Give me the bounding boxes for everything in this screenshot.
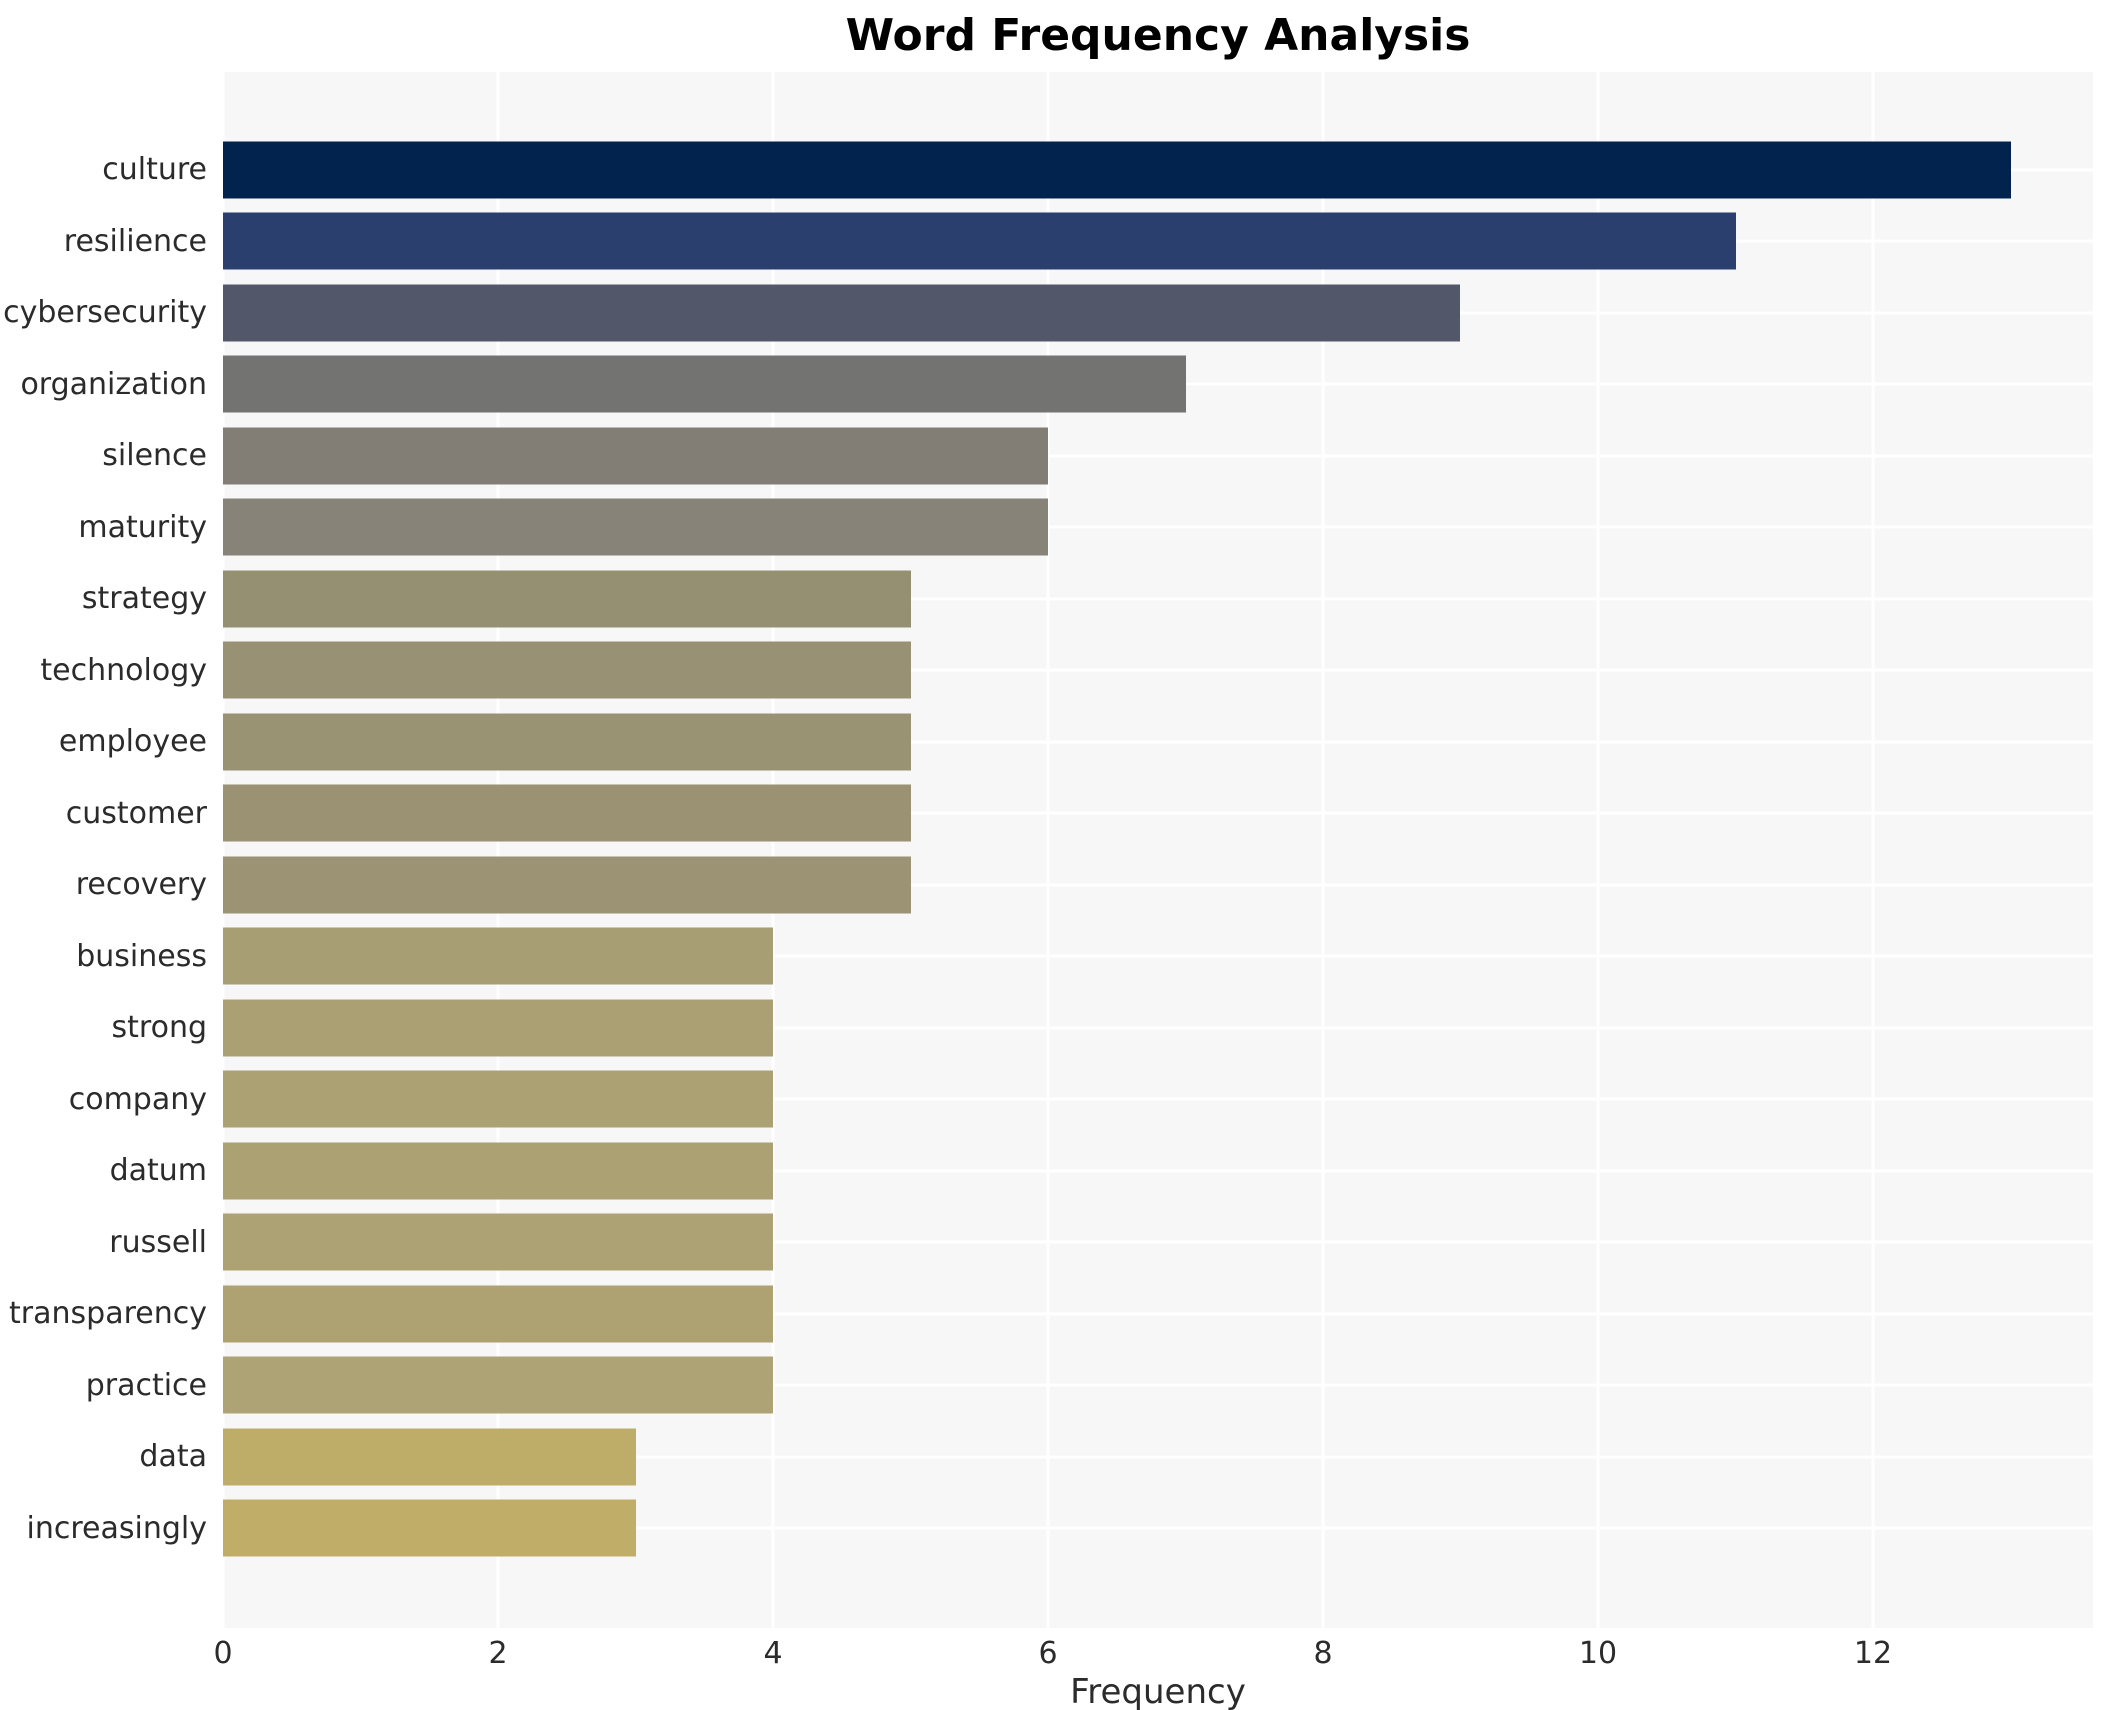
- bar-row-culture: [223, 134, 2093, 206]
- bar-transparency: [223, 1285, 773, 1343]
- y-label-silence: silence: [102, 438, 207, 474]
- bar-row-organization: [223, 349, 2093, 421]
- plot-area: [221, 72, 2093, 1628]
- y-label-datum: datum: [109, 1153, 207, 1189]
- y-label-resilience: resilience: [63, 223, 207, 259]
- bar-row-practice: [223, 1350, 2093, 1422]
- gridline-y-recovery: [223, 883, 2093, 887]
- y-label-strategy: strategy: [81, 581, 207, 617]
- bar-strong: [223, 999, 773, 1057]
- gridline-y-technology: [223, 668, 2093, 672]
- x-tick-10: 10: [1578, 1636, 1618, 1671]
- bar-row-strategy: [223, 563, 2093, 635]
- bar-employee: [223, 713, 911, 771]
- gridline-y-data: [223, 1455, 2093, 1459]
- gridline-x-12: [1871, 72, 1875, 1628]
- y-label-russell: russell: [109, 1224, 207, 1260]
- x-tick-4: 4: [763, 1636, 783, 1671]
- bar-row-company: [223, 1064, 2093, 1136]
- bar-technology: [223, 641, 911, 699]
- bar-row-business: [223, 921, 2093, 993]
- gridline-y-russell: [223, 1240, 2093, 1244]
- bar-company: [223, 1070, 773, 1128]
- gridline-y-customer: [223, 811, 2093, 815]
- y-label-cybersecurity: cybersecurity: [3, 295, 207, 331]
- x-tick-12: 12: [1853, 1636, 1893, 1671]
- gridline-y-strong: [223, 1026, 2093, 1030]
- x-tick-8: 8: [1313, 1636, 1333, 1671]
- y-axis-labels: culture resilience cybersecurity organizati…: [0, 134, 207, 1564]
- y-label-maturity: maturity: [78, 509, 207, 545]
- y-label-employee: employee: [58, 724, 207, 760]
- bar-practice: [223, 1356, 773, 1414]
- bar-strategy: [223, 570, 911, 628]
- bar-russell: [223, 1213, 773, 1271]
- gridline-y-increasingly: [223, 1526, 2093, 1530]
- bar-row-strong: [223, 992, 2093, 1064]
- bar-row-data: [223, 1421, 2093, 1493]
- bar-silence: [223, 427, 1048, 485]
- x-tick-0: 0: [213, 1636, 233, 1671]
- gridline-x-10: [1596, 72, 1600, 1628]
- gridline-x-6: [1046, 72, 1050, 1628]
- bar-organization: [223, 355, 1186, 413]
- bar-row-russell: [223, 1207, 2093, 1279]
- bar-increasingly: [223, 1499, 636, 1557]
- x-axis-ticks: 0 2 4 6 8 10 12: [213, 1636, 2093, 1678]
- bar-maturity: [223, 498, 1048, 556]
- x-tick-2: 2: [488, 1636, 508, 1671]
- bar-row-transparency: [223, 1278, 2093, 1350]
- y-label-increasingly: increasingly: [26, 1510, 207, 1546]
- gridline-x-4: [771, 72, 775, 1628]
- bar-datum: [223, 1142, 773, 1200]
- y-label-organization: organization: [20, 366, 207, 402]
- y-label-strong: strong: [111, 1010, 207, 1046]
- y-label-company: company: [68, 1081, 207, 1117]
- y-label-culture: culture: [102, 152, 207, 188]
- x-tick-6: 6: [1038, 1636, 1058, 1671]
- gridline-y-strategy: [223, 597, 2093, 601]
- gridline-y-business: [223, 954, 2093, 958]
- bar-resilience: [223, 212, 1736, 270]
- bar-recovery: [223, 856, 911, 914]
- bar-row-technology: [223, 635, 2093, 707]
- bar-cybersecurity: [223, 284, 1461, 342]
- bar-row-resilience: [223, 206, 2093, 278]
- y-label-business: business: [76, 938, 207, 974]
- gridline-y-datum: [223, 1169, 2093, 1173]
- bar-row-increasingly: [223, 1493, 2093, 1565]
- gridline-y-transparency: [223, 1312, 2093, 1316]
- gridline-y-maturity: [223, 525, 2093, 529]
- y-label-practice: practice: [85, 1367, 207, 1403]
- bar-row-employee: [223, 706, 2093, 778]
- gridline-y-silence: [223, 454, 2093, 458]
- bar-row-recovery: [223, 849, 2093, 921]
- gridline-x-8: [1321, 72, 1325, 1628]
- gridline-y-employee: [223, 740, 2093, 744]
- y-label-customer: customer: [65, 795, 207, 831]
- y-label-recovery: recovery: [75, 867, 207, 903]
- y-label-transparency: transparency: [9, 1296, 207, 1332]
- bar-row-silence: [223, 420, 2093, 492]
- bar-row-customer: [223, 778, 2093, 850]
- bar-culture: [223, 141, 2011, 199]
- bar-customer: [223, 784, 911, 842]
- gridline-x-0: [221, 72, 225, 1628]
- chart-title: Word Frequency Analysis: [845, 10, 1471, 61]
- bar-rows: [223, 134, 2093, 1564]
- bar-row-datum: [223, 1135, 2093, 1207]
- y-label-technology: technology: [40, 652, 207, 688]
- gridline-y-company: [223, 1097, 2093, 1101]
- y-label-data: data: [139, 1439, 207, 1475]
- bar-data: [223, 1428, 636, 1486]
- gridline-y-practice: [223, 1383, 2093, 1387]
- bar-row-cybersecurity: [223, 277, 2093, 349]
- bar-row-maturity: [223, 492, 2093, 564]
- x-axis-label: Frequency: [1070, 1672, 1246, 1710]
- bar-business: [223, 927, 773, 985]
- gridline-x-2: [496, 72, 500, 1628]
